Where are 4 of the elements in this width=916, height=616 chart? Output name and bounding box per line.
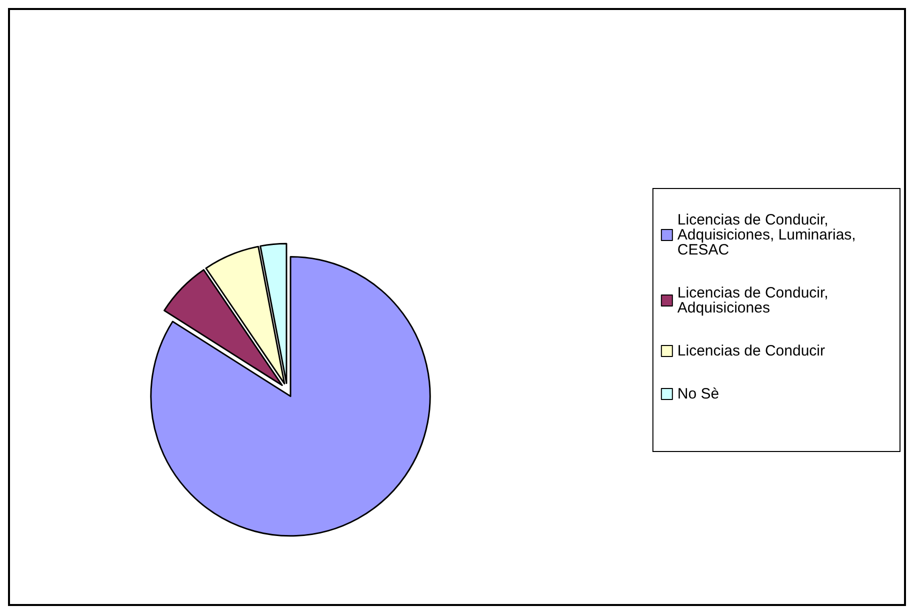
legend-label: Licencias de Conducir <box>677 342 825 360</box>
legend-label: Licencias de Conducir, Adquisiciones, Luminarias, CESAC <box>677 212 860 258</box>
legend-label: Licencias de Conducir, Adquisiciones <box>677 284 832 316</box>
legend-label: No Sè <box>677 386 720 402</box>
